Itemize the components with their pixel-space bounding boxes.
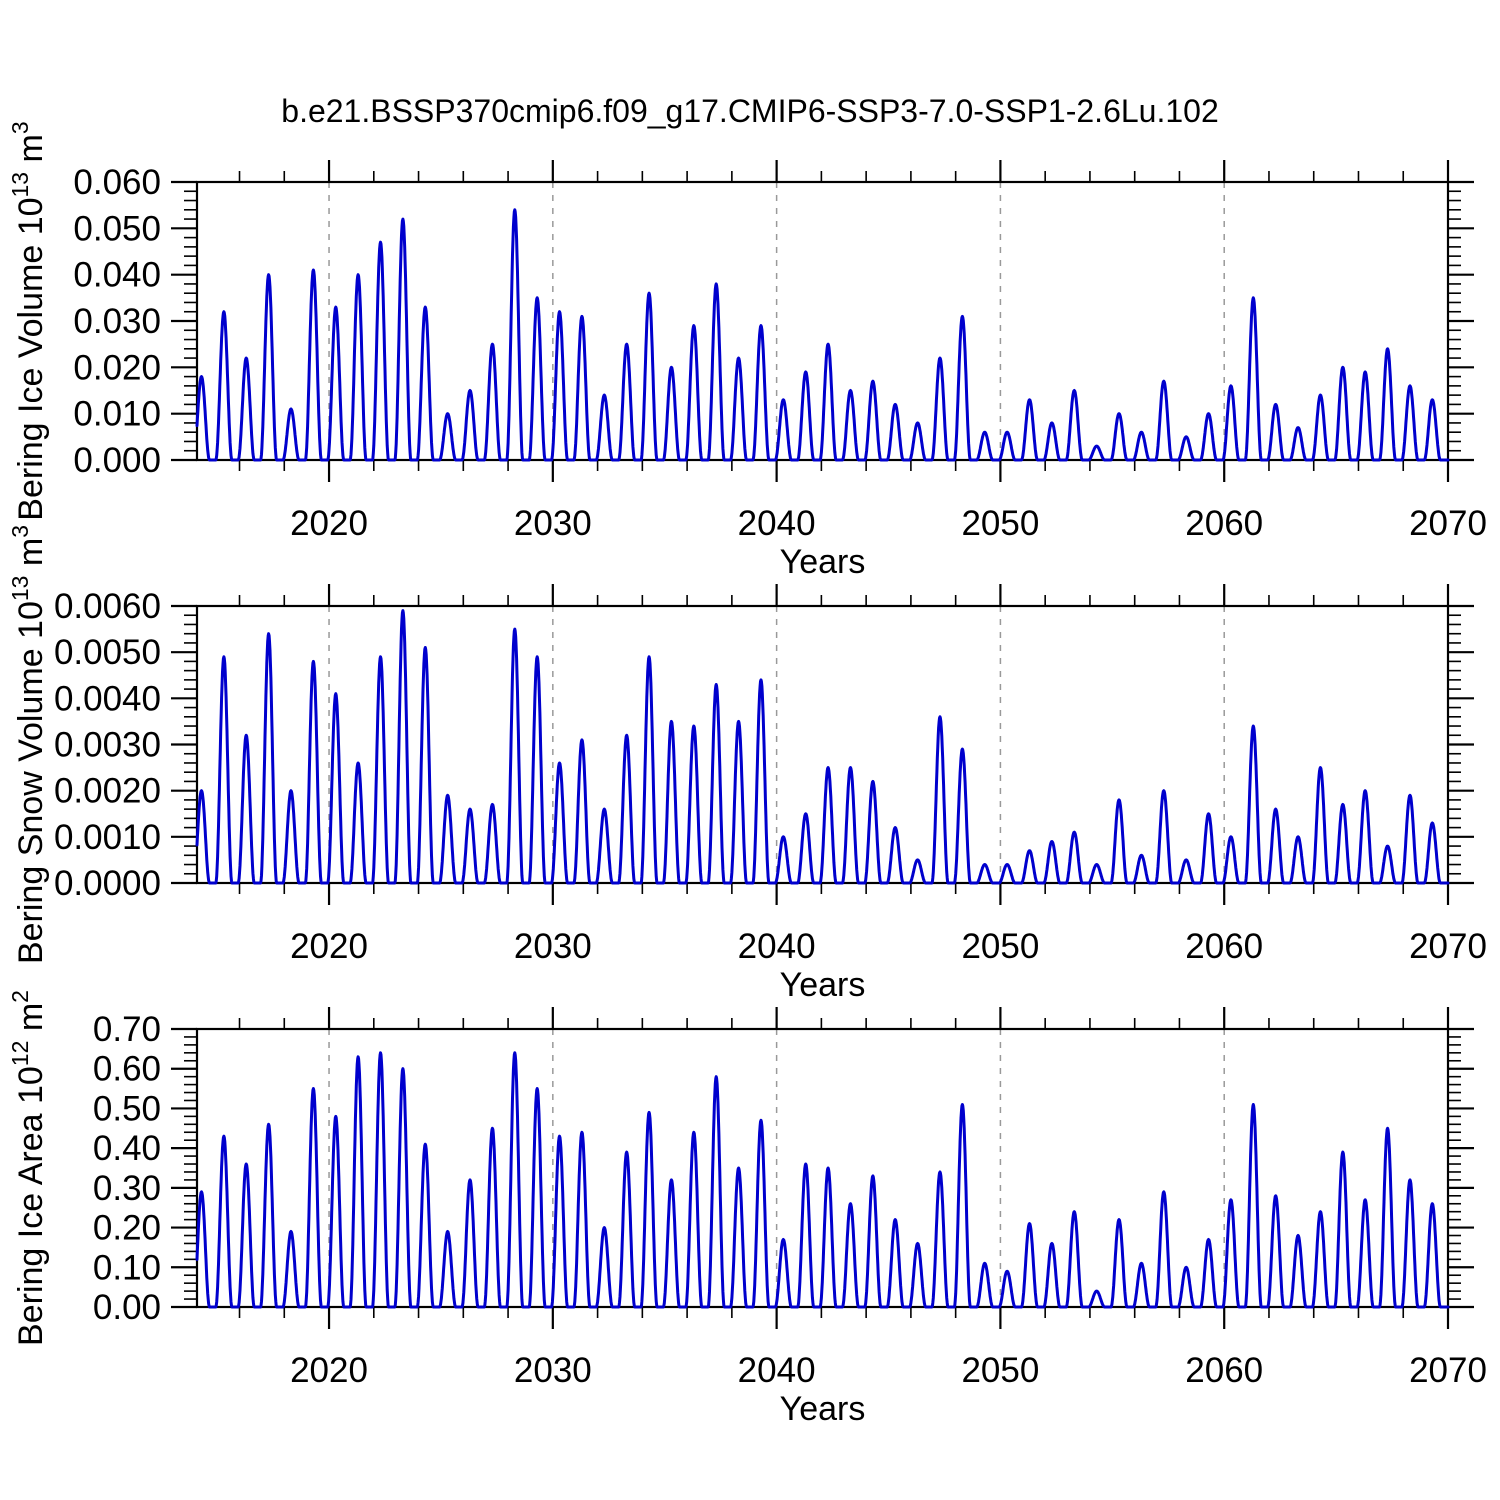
y-tick-label: 0.0060 [54,587,161,626]
x-tick-label-2030: 2030 [514,1351,592,1390]
x-tick-label-2050: 2050 [961,1351,1039,1390]
x-tick-label-2040: 2040 [738,1351,816,1390]
x-tick-label-2030: 2030 [514,927,592,966]
y-tick-label: 0.60 [93,1050,161,1089]
y-tick-label: 0.30 [93,1169,161,1208]
ice-volume-curve [195,208,1450,462]
y-tick-label: 0.0030 [54,726,161,765]
plot-frame [195,180,1450,462]
y-tick-label: 0.70 [93,1010,161,1049]
x-tick-label-2020: 2020 [290,1351,368,1390]
y-tick-label: 0.10 [93,1248,161,1287]
x-tick-label-2020: 2020 [290,504,368,543]
y-tick-label: 0.0050 [54,633,161,672]
x-axis-title: Years [780,966,866,1004]
snow-volume-curve [195,609,1450,885]
plot-frame [195,1027,1450,1309]
ice-area-curve [195,1051,1450,1309]
x-axis-title: Years [780,1390,866,1428]
panel-ice-area: 2020 2030 2040 2050 2060 2070 0.000.100.200.30… [7,990,1487,1428]
x-axis-title: Years [780,543,866,581]
panel-ice-volume: 2020 2030 2040 2050 2060 2070 0.000 0.010 0.020 0… [7,121,1487,581]
panels-group: 2020 2030 2040 2050 2060 2070 0.000 0.010 0.020 0… [7,121,1487,1428]
y-axis-title: Bering Snow Volume 1013 m3 [7,525,50,964]
panel-snow-volume: 2020 2030 2040 2050 2060 2070 0.0000 0.0010 0.00… [7,525,1487,1004]
y-tick-label: 0.010 [73,395,161,434]
y-tick-label: 0.00 [93,1288,161,1327]
x-tick-label-2060: 2060 [1185,504,1263,543]
x-tick-label-2050: 2050 [961,927,1039,966]
y-tick-label: 0.0000 [54,864,161,903]
y-tick-label: 0.030 [73,302,161,341]
x-tick-label-2070: 2070 [1409,504,1487,543]
y-tick-label: 0.020 [73,348,161,387]
y-axis-title: Bering Ice Area 1012 m2 [7,990,50,1346]
y-tick-label: 0.0040 [54,679,161,718]
x-tick-label-2070: 2070 [1409,1351,1487,1390]
x-tick-label-2040: 2040 [738,504,816,543]
y-tick-label: 0.040 [73,256,161,295]
y-tick-label: 0.20 [93,1209,161,1248]
y-tick-label: 0.0020 [54,772,161,811]
x-tick-label-2040: 2040 [738,927,816,966]
plot-frame [195,604,1450,885]
y-axis-title: Bering Ice Volume 1013 m3 [7,121,50,520]
y-tick-label: 0.060 [73,163,161,202]
x-tick-label-2060: 2060 [1185,927,1263,966]
y-tick-label: 0.000 [73,441,161,480]
x-tick-label-2020: 2020 [290,927,368,966]
x-tick-label-2030: 2030 [514,504,592,543]
x-tick-label-2070: 2070 [1409,927,1487,966]
figure-title: b.e21.BSSP370cmip6.f09_g17.CMIP6-SSP3-7.… [281,93,1218,129]
y-tick-label: 0.50 [93,1089,161,1128]
x-tick-label-2060: 2060 [1185,1351,1263,1390]
y-tick-label: 0.40 [93,1129,161,1168]
x-tick-label-2050: 2050 [961,504,1039,543]
y-tick-label: 0.0010 [54,818,161,857]
y-tick-label: 0.050 [73,209,161,248]
